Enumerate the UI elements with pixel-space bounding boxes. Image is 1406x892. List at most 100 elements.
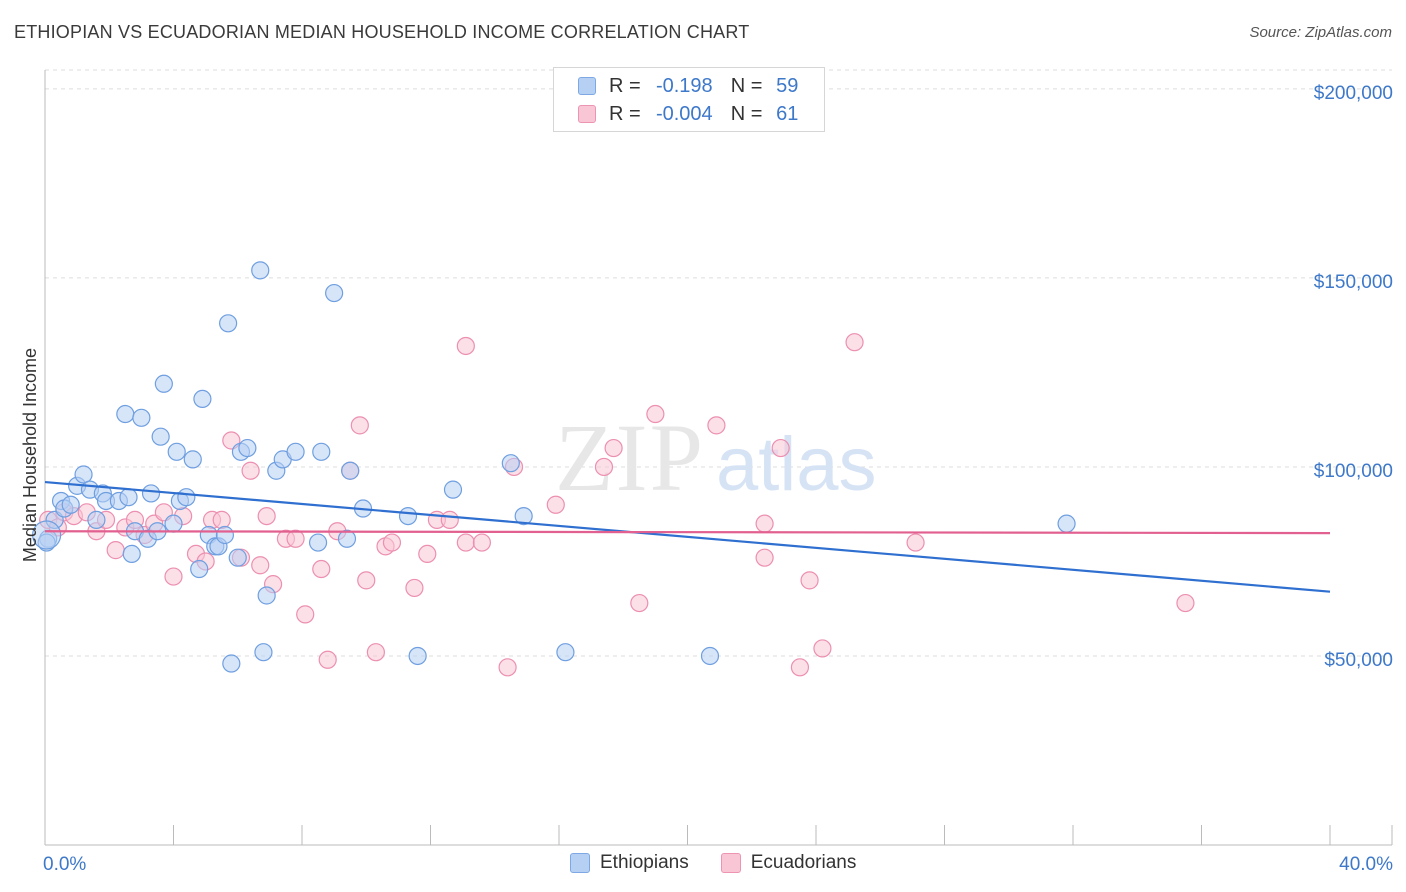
y-tick-label: $50,000 — [1324, 650, 1393, 671]
ecuadorians-point — [456, 533, 475, 552]
x-tick-label-max: 40.0% — [1339, 854, 1393, 875]
ethiopians-point — [556, 643, 575, 662]
ecuadorians-point — [106, 541, 125, 560]
ethiopians-point — [132, 408, 151, 427]
ecuadorians-point — [630, 593, 649, 613]
ethiopians-point — [312, 442, 331, 461]
n-value-ethiopians: 59 — [776, 74, 799, 97]
ecuadorians-point — [350, 416, 369, 435]
ecuadorians-point — [1176, 593, 1195, 613]
ethiopians-point — [398, 506, 418, 526]
ethiopians-point — [164, 514, 183, 533]
gridlines — [45, 69, 1392, 657]
ecuadorians-point — [257, 506, 276, 526]
legend-label-ecuadorians: Ecuadorians — [750, 852, 857, 873]
ecuadorians-point — [546, 495, 565, 514]
ecuadorians-point — [440, 510, 459, 529]
ethiopians-point — [222, 654, 241, 673]
ethiopians-point — [193, 389, 212, 409]
y-axis-title: Median Household Income — [20, 348, 40, 562]
ethiopians-point — [154, 374, 173, 393]
y-tick-label: $150,000 — [1314, 272, 1393, 293]
ecuadorians-point — [790, 658, 810, 677]
legend-label-ethiopians: Ethiopians — [600, 852, 689, 873]
ethiopians-point — [325, 283, 344, 303]
ecuadorians-point — [357, 571, 376, 590]
ecuadorians-point — [366, 643, 385, 662]
ethiopians-point — [308, 533, 328, 552]
r-label: R = — [609, 74, 641, 97]
ecuadorians-point — [212, 510, 231, 529]
legend-item-ethiopians[interactable]: Ethiopians — [570, 852, 689, 874]
ecuadorians-point — [707, 416, 726, 435]
r-value-ethiopians: -0.198 — [655, 74, 713, 97]
ethiopians-point — [501, 454, 520, 473]
correlation-legend: R = -0.198 N = 59 R = -0.004 N = 61 — [553, 67, 825, 132]
ethiopians-point — [286, 442, 305, 461]
ecuadorians-point — [472, 533, 491, 552]
ethiopians-trend-line — [44, 480, 1331, 593]
ethiopians-point — [32, 520, 62, 550]
ecuadorians-trend-line — [44, 530, 1331, 535]
ethiopians-point — [443, 480, 463, 499]
ethiopians-point — [219, 314, 238, 333]
ecuadorians-point — [800, 571, 819, 590]
ethiopians-point — [514, 506, 533, 526]
ethiopians-point — [257, 586, 276, 605]
ecuadorians-point — [755, 548, 774, 567]
n-label: N = — [730, 102, 763, 125]
ecuadorians-point — [318, 650, 337, 669]
ethiopians-point — [87, 510, 106, 529]
ecuadorians-point — [251, 556, 270, 575]
ethiopians-point — [61, 495, 80, 514]
ecuadorians-swatch — [578, 105, 596, 123]
ethiopians-point — [167, 442, 186, 461]
x-tick-label-min: 0.0% — [43, 854, 86, 875]
ecuadorians-point — [164, 567, 183, 586]
ecuadorians-point — [771, 438, 790, 458]
legend-item-ecuadorians[interactable]: Ecuadorians — [720, 852, 857, 874]
chart-source: Source: ZipAtlas.com — [1249, 24, 1392, 41]
r-label: R = — [609, 102, 641, 125]
ecuadorians-points — [39, 333, 1195, 677]
ethiopians-point — [341, 461, 360, 480]
ecuadorians-point — [906, 533, 925, 552]
ethiopians-point — [151, 427, 170, 446]
ethiopians-point — [337, 529, 357, 548]
ecuadorians-point — [296, 605, 315, 624]
ethiopians-point — [141, 484, 161, 503]
ecuadorians-point — [312, 559, 331, 579]
ethiopians-point — [177, 488, 196, 507]
ethiopians-point — [700, 646, 720, 666]
n-value-ecuadorians: 61 — [776, 102, 799, 125]
ethiopians-swatch — [578, 77, 596, 95]
ethiopians-points — [32, 261, 1076, 673]
ecuadorians-point — [286, 529, 305, 548]
chart-title: ETHIOPIAN VS ECUADORIAN MEDIAN HOUSEHOLD… — [14, 22, 750, 42]
ecuadorians-point — [405, 578, 424, 598]
ethiopians-point — [119, 488, 138, 507]
ecuadorians-point — [456, 336, 475, 356]
legend-row-ecuadorians: R = -0.004 N = 61 — [578, 100, 798, 128]
watermark-zip: ZIP — [555, 404, 705, 511]
n-label: N = — [730, 74, 763, 97]
axes — [44, 70, 1393, 846]
ethiopians-point — [74, 465, 93, 484]
ethiopians-point — [238, 438, 257, 458]
watermark-atlas: atlas — [716, 422, 877, 507]
y-tick-label: $100,000 — [1314, 461, 1393, 482]
ethiopians-point — [254, 643, 273, 662]
ecuadorians-point — [646, 404, 665, 424]
ethiopians-point — [228, 548, 247, 567]
ethiopians-point — [190, 559, 209, 579]
ecuadorians-point — [241, 461, 260, 480]
y-tick-labels: $50,000 $100,000 $150,000 $200,000 — [1314, 83, 1393, 671]
series-legend: Ethiopians Ecuadorians — [570, 852, 888, 874]
ethiopians-point — [1057, 514, 1076, 533]
watermark: ZIP atlas — [555, 404, 877, 511]
ethiopians-point — [215, 525, 234, 545]
ethiopians-point — [122, 544, 141, 564]
ecuadorians-point — [382, 533, 402, 552]
ecuadorians-point — [594, 457, 614, 477]
